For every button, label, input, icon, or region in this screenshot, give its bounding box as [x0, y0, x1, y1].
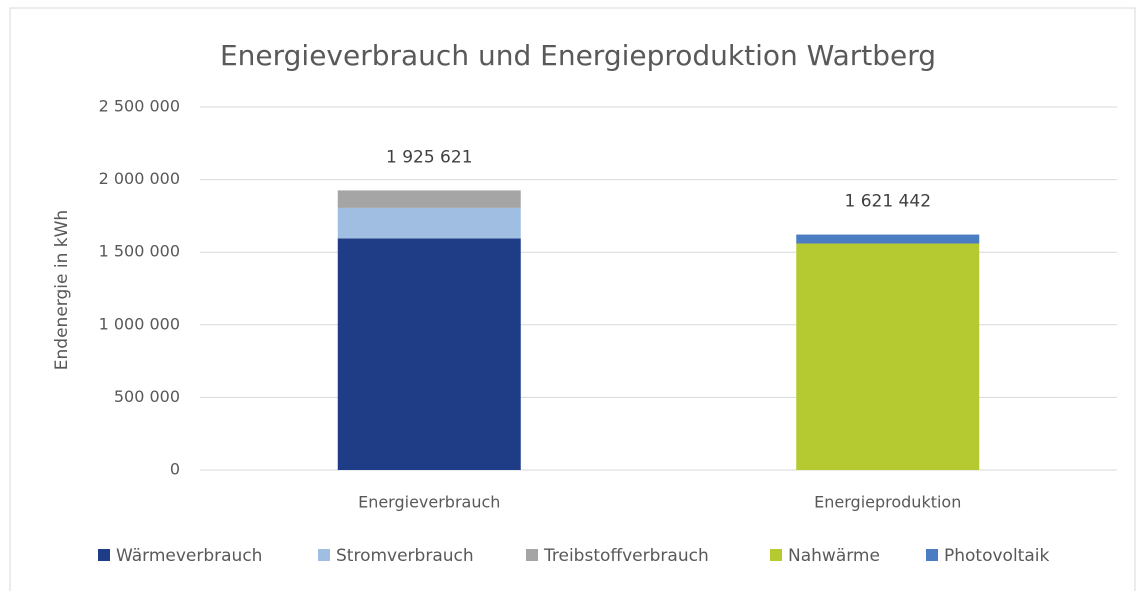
bar-segment: [796, 243, 980, 470]
bar-segment: [337, 207, 521, 239]
chart-border: [9, 7, 1136, 591]
legend-label: Stromverbrauch: [336, 546, 474, 566]
legend-swatch: [526, 549, 538, 561]
legend-label: Photovoltaik: [944, 546, 1049, 566]
total-label: 1 621 442: [844, 192, 931, 212]
y-tick-label: 500 000: [114, 387, 180, 406]
y-tick-label: 2 500 000: [99, 97, 180, 116]
total-label: 1 925 621: [386, 147, 473, 167]
y-axis-label: Endenergie in kWh: [52, 210, 72, 370]
bar-segment: [796, 234, 980, 244]
x-tick-label: Energieverbrauch: [358, 493, 500, 512]
y-tick-label: 1 000 000: [99, 314, 180, 333]
legend-label: Nahwärme: [788, 546, 880, 566]
legend-label: Treibstoffverbrauch: [543, 546, 709, 566]
legend-swatch: [98, 549, 110, 561]
legend-swatch: [318, 549, 330, 561]
x-tick-label: Energieproduktion: [814, 493, 961, 512]
y-tick-label: 0: [170, 460, 180, 479]
y-tick-label: 2 000 000: [99, 169, 180, 188]
legend-swatch: [770, 549, 782, 561]
y-tick-label: 1 500 000: [99, 242, 180, 261]
bar-segment: [337, 190, 521, 208]
chart-title: Energieverbrauch und Energieproduktion W…: [220, 39, 936, 72]
bar-segment: [337, 238, 521, 470]
legend-label: Wärmeverbrauch: [116, 546, 262, 566]
legend-swatch: [926, 549, 938, 561]
